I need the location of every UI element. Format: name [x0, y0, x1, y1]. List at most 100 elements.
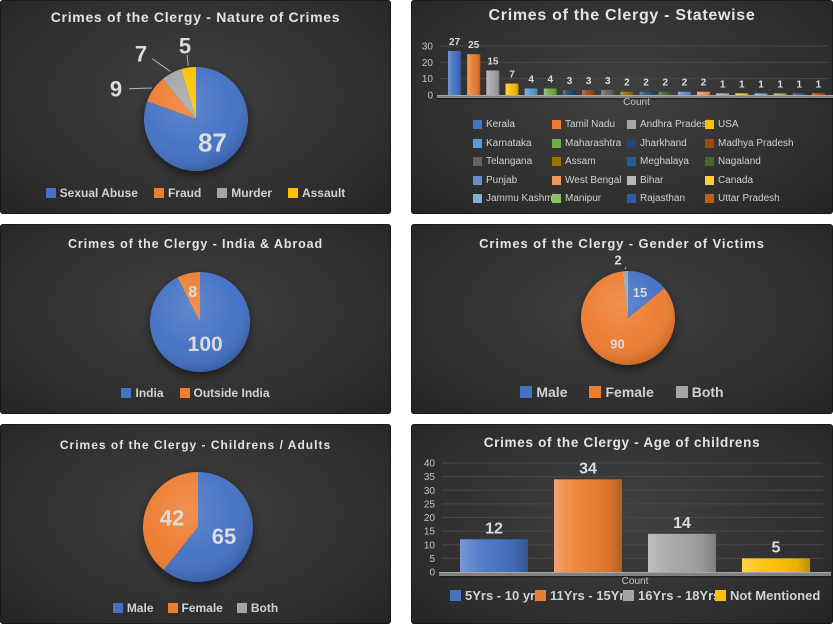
data-label: 7: [135, 42, 147, 67]
data-label: 1: [720, 79, 726, 90]
legend-label: Both: [691, 384, 724, 400]
legend-label: 16Yrs - 18Yrs: [638, 587, 721, 603]
legend-item: Andhra Pradesh: [627, 119, 712, 130]
legend-swatch-icon: [675, 386, 688, 398]
chart-title: Crimes of the Clergy - Nature of Crimes: [50, 9, 341, 25]
y-axis-tick: 30: [424, 486, 436, 497]
data-label: 12: [485, 520, 503, 537]
data-label: 4: [528, 74, 534, 85]
legend-swatch-icon: [473, 175, 482, 185]
data-label: 2: [682, 78, 688, 89]
legend-item: West Bengal: [552, 175, 622, 186]
x-axis-title: Count: [623, 97, 650, 108]
y-axis-tick: 40: [424, 459, 436, 470]
legend-item: Kerala: [473, 119, 515, 130]
data-label: 2: [701, 78, 707, 89]
legend-label: Andhra Pradesh: [640, 119, 713, 130]
y-axis-tick: 0: [429, 568, 435, 579]
bar-chart-statewise: 0 10 20 30 27 25 15 7 4 4 3 3 3 2 2 2 2 2 1 1 1 1 1 1 Count: [411, 0, 833, 214]
legend-label: Jammu Kashmir: [486, 193, 559, 204]
pie-chart-nature-of-crimes: 87 9 7 5: [0, 0, 391, 214]
legend-label: Assault: [301, 186, 346, 200]
legend-swatch-icon: [153, 188, 164, 198]
legend-label: Uttar Pradesh: [718, 193, 780, 204]
legend-item: Murder: [217, 186, 272, 200]
legend-label: Murder: [231, 186, 272, 200]
data-label: 4: [548, 74, 554, 85]
legend-swatch-icon: [705, 138, 714, 148]
legend-swatch-icon: [627, 194, 636, 203]
legend-label: Rajasthan: [640, 193, 686, 204]
legend-item: Female: [589, 384, 654, 400]
legend-label: Female: [605, 384, 654, 400]
data-label: 14: [673, 515, 691, 532]
chart-title: Crimes of the Clergy - Statewise: [488, 7, 756, 24]
legend-label: Canada: [718, 174, 754, 186]
legend-label: Fraud: [167, 186, 202, 200]
data-label: 1: [777, 79, 783, 90]
legend-swatch-icon: [473, 194, 482, 203]
y-axis-tick: 5: [429, 554, 435, 565]
y-axis-tick: 10: [424, 540, 436, 551]
data-label: 1: [816, 79, 822, 90]
y-axis-tick: 0: [427, 91, 433, 102]
legend-item: 5Yrs - 10 yrs: [450, 588, 542, 603]
legend-item: Tamil Nadu: [552, 119, 615, 130]
legend-item: Rajasthan: [627, 193, 685, 204]
legend-label: West Bengal: [565, 174, 622, 186]
y-axis-tick: 15: [424, 527, 436, 538]
chart-title: Crimes of the Clergy - Gender of Victims: [479, 236, 765, 251]
legend-label: Bihar: [640, 174, 664, 186]
legend-swatch-icon: [705, 157, 714, 166]
panel-gender-of-victims: Crimes of the Clergy - Gender of Victims…: [411, 224, 833, 414]
legend-item: Telangana: [473, 156, 532, 167]
legend-label: USA: [718, 119, 739, 130]
chart-title: Crimes of the Clergy - Childrens / Adult…: [59, 438, 332, 452]
legend-item: Madhya Pradesh: [705, 138, 794, 149]
legend-swatch-icon: [623, 589, 634, 601]
data-label: 3: [567, 76, 573, 87]
legend-item: Male: [112, 601, 154, 615]
legend-swatch-icon: [552, 175, 561, 185]
data-label: 3: [586, 76, 592, 87]
legend-item: Bihar: [627, 175, 663, 186]
legend-swatch-icon: [450, 589, 461, 601]
y-axis-tick: 20: [422, 58, 434, 69]
data-label: 25: [468, 40, 480, 51]
data-label: 90: [610, 337, 624, 352]
legend-item: Not Mentioned: [715, 588, 820, 603]
data-label: 15: [633, 285, 647, 300]
legend-swatch-icon: [535, 589, 546, 601]
legend-item: Female: [167, 601, 223, 615]
panel-india-abroad: Crimes of the Clergy - India & Abroad 10…: [0, 224, 391, 414]
legend-swatch-icon: [552, 120, 561, 129]
legend-label: Female: [181, 601, 223, 615]
legend-label: Karnataka: [486, 137, 532, 149]
legend-item: Karnataka: [473, 138, 532, 149]
legend-item: Nagaland: [705, 156, 761, 167]
legend-swatch-icon: [167, 603, 178, 613]
legend-item: Male: [520, 384, 567, 400]
legend-label: Telangana: [486, 156, 533, 167]
legend-label: Sexual Abuse: [59, 186, 138, 200]
legend-label: Jharkhand: [640, 137, 687, 149]
legend-item: Sexual Abuse: [45, 186, 138, 200]
panel-childrens-adults: Crimes of the Clergy - Childrens / Adult…: [0, 424, 391, 624]
y-axis-tick: 10: [422, 74, 434, 85]
x-axis-title: Count: [622, 576, 649, 587]
data-label: 15: [487, 57, 499, 68]
legend-item: USA: [705, 119, 739, 130]
legend-label: Manipur: [565, 193, 602, 204]
legend-label: 11Yrs - 15Yrs: [550, 587, 632, 603]
legend-label: Tamil Nadu: [565, 119, 616, 130]
legend-label: Both: [250, 601, 279, 615]
legend-item: Meghalaya: [627, 156, 689, 167]
panel-statewise: Crimes of the Clergy - Statewise 0 10 20 30…: [411, 0, 833, 214]
legend-item: Punjab: [473, 175, 517, 186]
chart-title: Crimes of the Clergy - Age of childrens: [483, 435, 761, 450]
legend-item: Canada: [705, 175, 753, 186]
legend-label: 5Yrs - 10 yrs: [465, 587, 543, 603]
legend-item: Jammu Kashmir: [473, 193, 558, 204]
data-label: 9: [110, 77, 122, 102]
